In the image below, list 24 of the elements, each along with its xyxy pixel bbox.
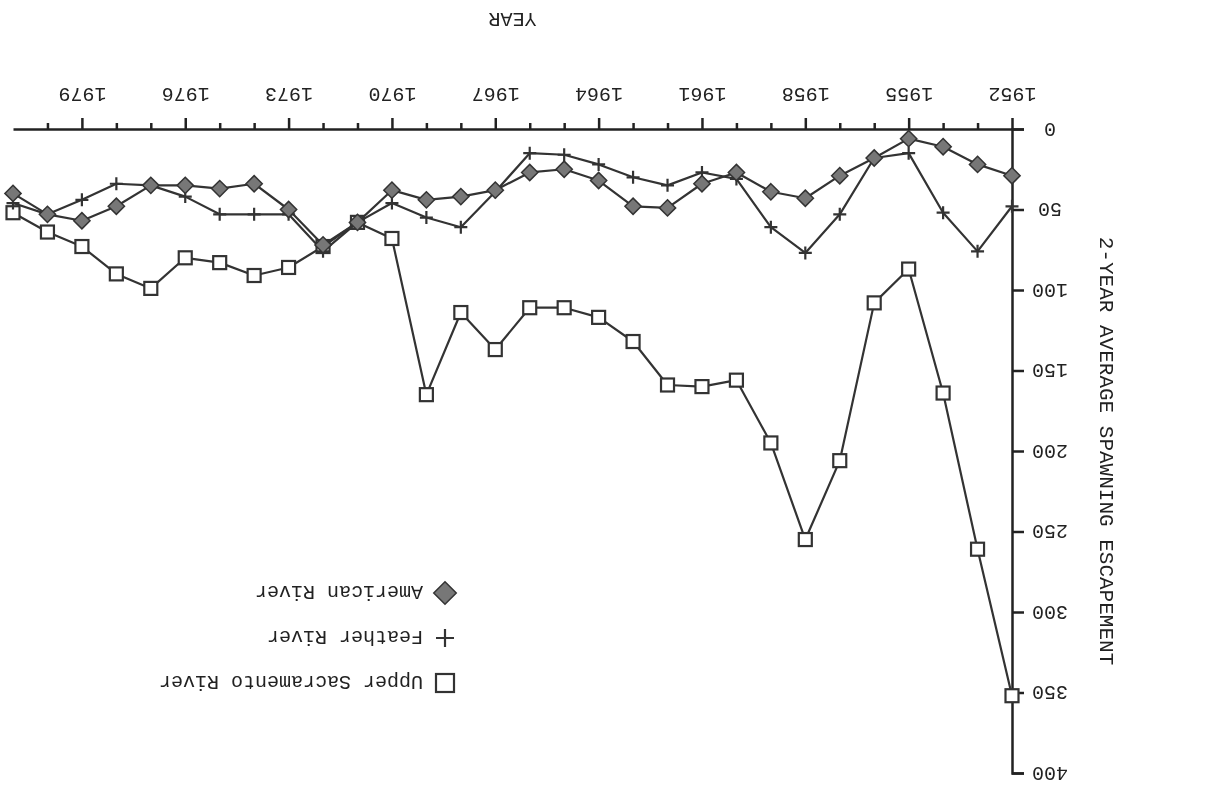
y-tick-label: 100	[1031, 277, 1069, 301]
y-tick-label: 150	[1031, 358, 1069, 381]
y-tick-label: 300	[1031, 599, 1069, 623]
y-tick-label: 350	[1031, 680, 1069, 703]
legend-label: Feather River	[266, 625, 423, 648]
y-tick-label: 0	[1043, 116, 1057, 140]
y-tick-label: 400	[1031, 760, 1069, 784]
y-tick-label: 250	[1031, 519, 1069, 542]
x-tick-label: 1976	[161, 82, 210, 105]
x-tick-label: 1979	[58, 82, 107, 105]
x-tick-label: 1961	[678, 82, 727, 105]
x-tick-label: 1958	[781, 82, 830, 105]
y-axis-title: 2-YEAR AVERAGE SPAWNING ESCAPEMENT	[1093, 236, 1117, 666]
y-tick-label: 50	[1037, 197, 1063, 220]
x-tick-label: 1964	[575, 82, 624, 105]
y-tick-label: 200	[1031, 438, 1069, 462]
legend-label: American River	[254, 580, 423, 603]
x-axis-title: YEAR	[488, 7, 537, 30]
legend-label: Upper Sacramento River	[158, 670, 423, 693]
x-tick-label: 1973	[265, 82, 314, 105]
x-tick-label: 1955	[885, 82, 934, 105]
x-tick-label: 1952	[988, 82, 1037, 105]
x-tick-label: 1970	[368, 82, 417, 105]
x-tick-label: 1967	[471, 82, 520, 105]
